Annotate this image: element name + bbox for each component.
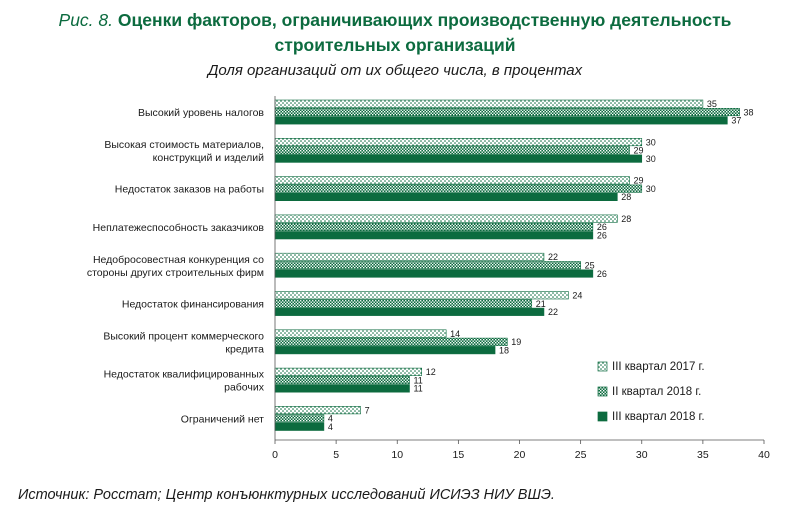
title-text: Оценки факторов, ограничивающих производ…: [117, 10, 732, 30]
data-label: 26: [597, 222, 607, 232]
bar: [274, 337, 508, 346]
bar: [274, 184, 643, 193]
data-label: 11: [413, 384, 422, 394]
data-label: 22: [548, 307, 558, 317]
category-label: Неплатежеспособность заказчиков: [93, 222, 265, 234]
bar: [274, 176, 630, 185]
bar: [274, 329, 447, 338]
legend-label: III квартал 2018 г.: [612, 411, 705, 423]
x-tick-label: 25: [575, 449, 587, 461]
bar: [274, 291, 569, 300]
figure-label: Рис. 8.: [58, 10, 114, 30]
bar: [274, 252, 545, 261]
legend-label: III квартал 2017 г.: [612, 361, 705, 373]
x-tick-label: 40: [758, 449, 770, 461]
bar: [274, 116, 728, 125]
bar: [274, 231, 594, 240]
bar: [274, 384, 410, 393]
bar: [274, 299, 533, 308]
data-label: 4: [328, 414, 333, 424]
category-label: Недостаток квалифицированных: [104, 369, 265, 381]
data-label: 28: [621, 192, 631, 202]
bars-layer: 3538373029302930282826262225262421221419…: [274, 99, 754, 432]
chart-title-line2: строительных организаций: [274, 35, 516, 55]
bar: [274, 261, 581, 270]
bar: [274, 269, 594, 278]
data-label: 14: [450, 329, 460, 339]
data-label: 29: [634, 146, 644, 156]
data-label: 21: [536, 299, 546, 309]
data-label: 26: [597, 231, 607, 241]
bar: [274, 192, 618, 201]
data-label: 37: [731, 116, 741, 126]
bar: [274, 108, 740, 117]
x-tick-label: 35: [697, 449, 709, 461]
bar: [274, 146, 630, 155]
bar: [274, 346, 496, 355]
data-label: 19: [511, 337, 521, 347]
data-label: 11: [413, 375, 422, 385]
x-tick-label: 15: [453, 449, 465, 461]
category-label: Высокий процент коммерческого: [103, 330, 264, 342]
bar: [274, 222, 594, 231]
bar: [274, 154, 643, 163]
chart-title-line1: Рис. 8. Оценки факторов, ограничивающих …: [0, 10, 790, 31]
x-tick-label: 10: [391, 449, 403, 461]
data-label: 35: [707, 99, 717, 109]
x-tick-label: 20: [514, 449, 526, 461]
bar: [274, 422, 325, 431]
category-label: Высокий уровень налогов: [138, 107, 264, 119]
data-label: 30: [646, 154, 656, 164]
x-tick-label: 30: [636, 449, 648, 461]
legend-swatch: [597, 386, 608, 397]
bar: [274, 214, 618, 223]
data-label: 18: [499, 345, 509, 355]
source-note: Источник: Росстат; Центр конъюнктурных и…: [18, 487, 555, 503]
category-label: Недостаток финансирования: [122, 299, 264, 311]
legend: III квартал 2017 г. II квартал 2018 г. III…: [597, 361, 705, 423]
data-label: 7: [365, 405, 370, 415]
category-label: кредита: [225, 343, 264, 355]
bar: [274, 307, 545, 316]
category-label: Высокая стоимость материалов,: [104, 139, 264, 151]
legend-swatch: [597, 411, 608, 422]
x-axis: 0 5 10 15 20 25 30 35 40: [272, 96, 770, 461]
chart-subtitle: Доля организаций от их общего числа, в п…: [207, 62, 583, 79]
data-label: 30: [646, 184, 656, 194]
x-tick-label: 5: [333, 449, 339, 461]
bar: [274, 138, 643, 147]
category-labels: Высокий уровень налогов Высокая стоимость…: [87, 107, 265, 425]
category-label: Недобросовестная конкуренция со: [93, 254, 264, 266]
bar: [274, 406, 361, 415]
data-label: 12: [426, 367, 436, 377]
data-label: 26: [597, 269, 607, 279]
category-label: стороны других строительных фирм: [87, 267, 264, 279]
data-label: 38: [744, 107, 754, 117]
bar: [274, 99, 704, 108]
bar: [274, 414, 325, 423]
category-label: рабочих: [224, 382, 265, 394]
data-label: 4: [328, 422, 333, 432]
data-label: 28: [621, 214, 631, 224]
data-label: 25: [585, 261, 595, 271]
category-label: Ограничений нет: [181, 413, 264, 425]
data-label: 22: [548, 252, 558, 262]
category-label: конструкций и изделий: [153, 152, 264, 164]
bar: [274, 376, 410, 385]
bar: [274, 367, 422, 376]
data-label: 24: [572, 291, 582, 301]
x-tick-label: 0: [272, 449, 278, 461]
category-label: Недостаток заказов на работы: [115, 184, 264, 196]
data-label: 30: [646, 137, 656, 147]
legend-swatch: [597, 361, 608, 372]
data-label: 29: [634, 176, 644, 186]
legend-label: II квартал 2018 г.: [612, 386, 701, 398]
